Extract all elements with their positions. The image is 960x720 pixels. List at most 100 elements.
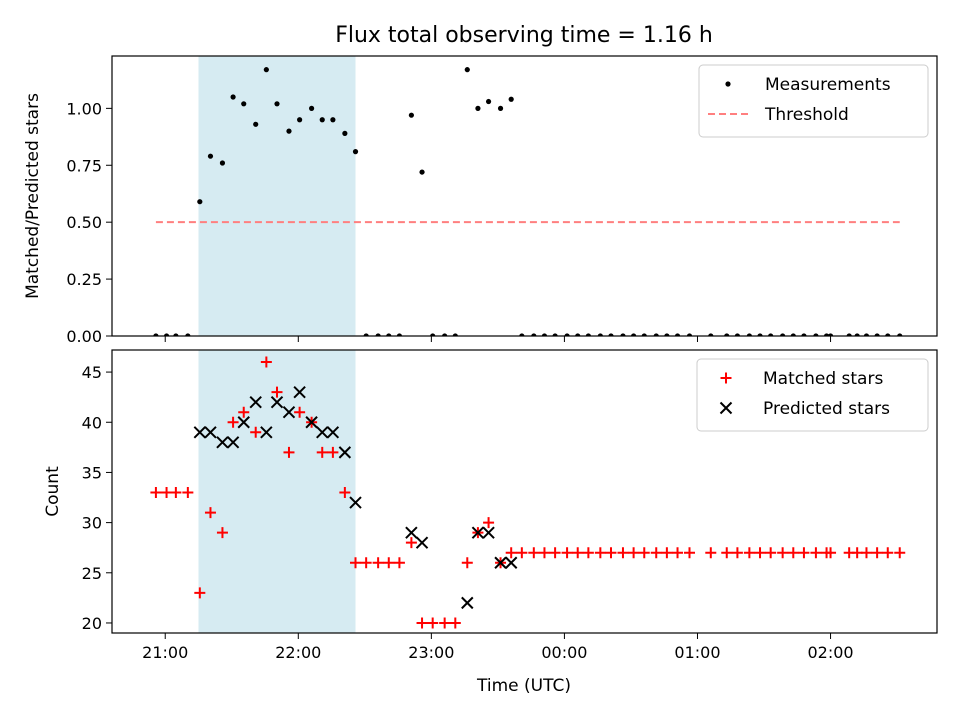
measurements-point bbox=[813, 333, 819, 336]
matched-stars-point bbox=[825, 547, 837, 559]
measurements-point bbox=[153, 333, 159, 336]
measurements-point bbox=[863, 333, 870, 336]
measurements-point bbox=[197, 199, 203, 205]
measurements-point bbox=[297, 117, 303, 123]
measurements-point bbox=[846, 333, 852, 336]
measurements-point bbox=[674, 333, 681, 336]
predicted-stars-point bbox=[326, 426, 340, 439]
y-tick-label: 25 bbox=[82, 564, 102, 583]
matched-stars-point bbox=[182, 487, 194, 499]
measurements-point bbox=[823, 333, 830, 336]
measurements-point bbox=[664, 333, 670, 336]
matched-stars-point bbox=[260, 356, 272, 368]
matched-stars-point bbox=[516, 547, 528, 559]
matched-stars-point bbox=[705, 547, 717, 559]
x-tick-label: 22:00 bbox=[275, 643, 321, 662]
predicted-stars-point bbox=[504, 556, 518, 569]
legend-box bbox=[698, 64, 929, 138]
measurements-point bbox=[631, 333, 637, 336]
measurements-point bbox=[768, 333, 774, 336]
matched-stars-point bbox=[350, 557, 362, 569]
measurements-point bbox=[708, 333, 714, 336]
chart-title: Flux total observing time = 1.16 h bbox=[335, 23, 713, 48]
predicted-stars-point bbox=[494, 556, 507, 569]
matched-stars-point bbox=[561, 547, 573, 559]
legend: Measurements Threshold bbox=[698, 64, 929, 138]
matched-stars-point bbox=[851, 547, 863, 559]
measurements-point bbox=[746, 333, 752, 336]
measurements-point bbox=[308, 105, 315, 111]
measurements-point bbox=[608, 333, 614, 336]
predicted-stars-point bbox=[270, 395, 284, 409]
measurements-point bbox=[620, 333, 626, 336]
legend-box bbox=[696, 358, 929, 432]
measurements-point bbox=[363, 333, 369, 336]
measurements-point bbox=[319, 117, 325, 123]
matched-stars-point bbox=[617, 547, 629, 559]
measurements-point bbox=[485, 98, 492, 105]
legend-label-matched-stars: Matched stars bbox=[763, 369, 883, 389]
measurements-point bbox=[185, 333, 191, 336]
measurements-point bbox=[173, 333, 179, 336]
matched-stars-point bbox=[372, 557, 384, 569]
y-axis-label: Matched/Predicted stars bbox=[23, 93, 43, 299]
measurements-point bbox=[874, 333, 880, 336]
x-tick-label: 01:00 bbox=[674, 643, 720, 662]
measurements-point bbox=[442, 333, 448, 336]
predicted-stars-point bbox=[316, 426, 329, 439]
matched-stars-point bbox=[150, 487, 162, 499]
matched-stars-point bbox=[294, 406, 306, 418]
measurements-point bbox=[686, 333, 693, 336]
predicted-stars-point bbox=[471, 526, 485, 539]
measurements-point bbox=[253, 121, 259, 127]
axes-frame bbox=[111, 349, 938, 634]
matched-stars-point bbox=[461, 557, 473, 569]
matched-stars-point bbox=[316, 446, 328, 458]
matched-stars-point bbox=[283, 446, 295, 458]
matched-stars-point bbox=[538, 547, 550, 559]
matched-stars-point bbox=[383, 557, 395, 569]
legend: Matched stars Predicted stars bbox=[696, 358, 929, 432]
measurements-point bbox=[641, 333, 647, 336]
x-tick-label: 00:00 bbox=[541, 643, 587, 662]
y-tick-label: 40 bbox=[82, 413, 102, 432]
matched-stars-point bbox=[894, 547, 906, 559]
matched-stars-point bbox=[661, 547, 673, 559]
legend-marker-measurements bbox=[725, 81, 731, 87]
matched-stars-point bbox=[628, 547, 640, 559]
predicted-stars-point bbox=[193, 426, 207, 439]
matched-stars-point bbox=[505, 547, 517, 559]
matched-stars-point bbox=[765, 547, 777, 559]
legend-marker-matched-stars bbox=[720, 372, 732, 384]
y-axis-label: Count bbox=[43, 466, 63, 517]
measurements-point bbox=[263, 67, 269, 73]
matched-stars-point bbox=[871, 547, 883, 559]
predicted-stars-point bbox=[282, 406, 296, 419]
matched-stars-point bbox=[672, 547, 684, 559]
measurements-point bbox=[801, 333, 807, 336]
matched-stars-point bbox=[549, 547, 561, 559]
measurements-point bbox=[519, 333, 525, 336]
measurements-point bbox=[885, 333, 891, 336]
matched-stars-point bbox=[483, 517, 495, 529]
matched-stars-point bbox=[204, 507, 216, 519]
predicted-stars-point bbox=[226, 436, 240, 449]
y-tick-label: 45 bbox=[82, 363, 102, 382]
matched-stars-point bbox=[427, 617, 439, 629]
measurements-point bbox=[508, 96, 514, 102]
measurements-point bbox=[475, 105, 481, 111]
y-tick-label: 0.00 bbox=[66, 327, 102, 346]
x-tick-label: 21:00 bbox=[142, 643, 188, 662]
matched-stars-point bbox=[216, 527, 228, 539]
x-tick-label: 23:00 bbox=[408, 643, 454, 662]
matched-stars-point bbox=[271, 386, 283, 398]
matched-stars-point bbox=[339, 487, 351, 499]
measurements-point bbox=[854, 333, 860, 336]
predicted-stars-point bbox=[237, 416, 250, 429]
predicted-stars-point bbox=[482, 526, 495, 539]
data-marks bbox=[153, 67, 903, 336]
axes-frame bbox=[111, 55, 938, 337]
measurements-point bbox=[219, 160, 226, 166]
measurements-point bbox=[734, 333, 741, 336]
measurements-point bbox=[564, 333, 570, 336]
